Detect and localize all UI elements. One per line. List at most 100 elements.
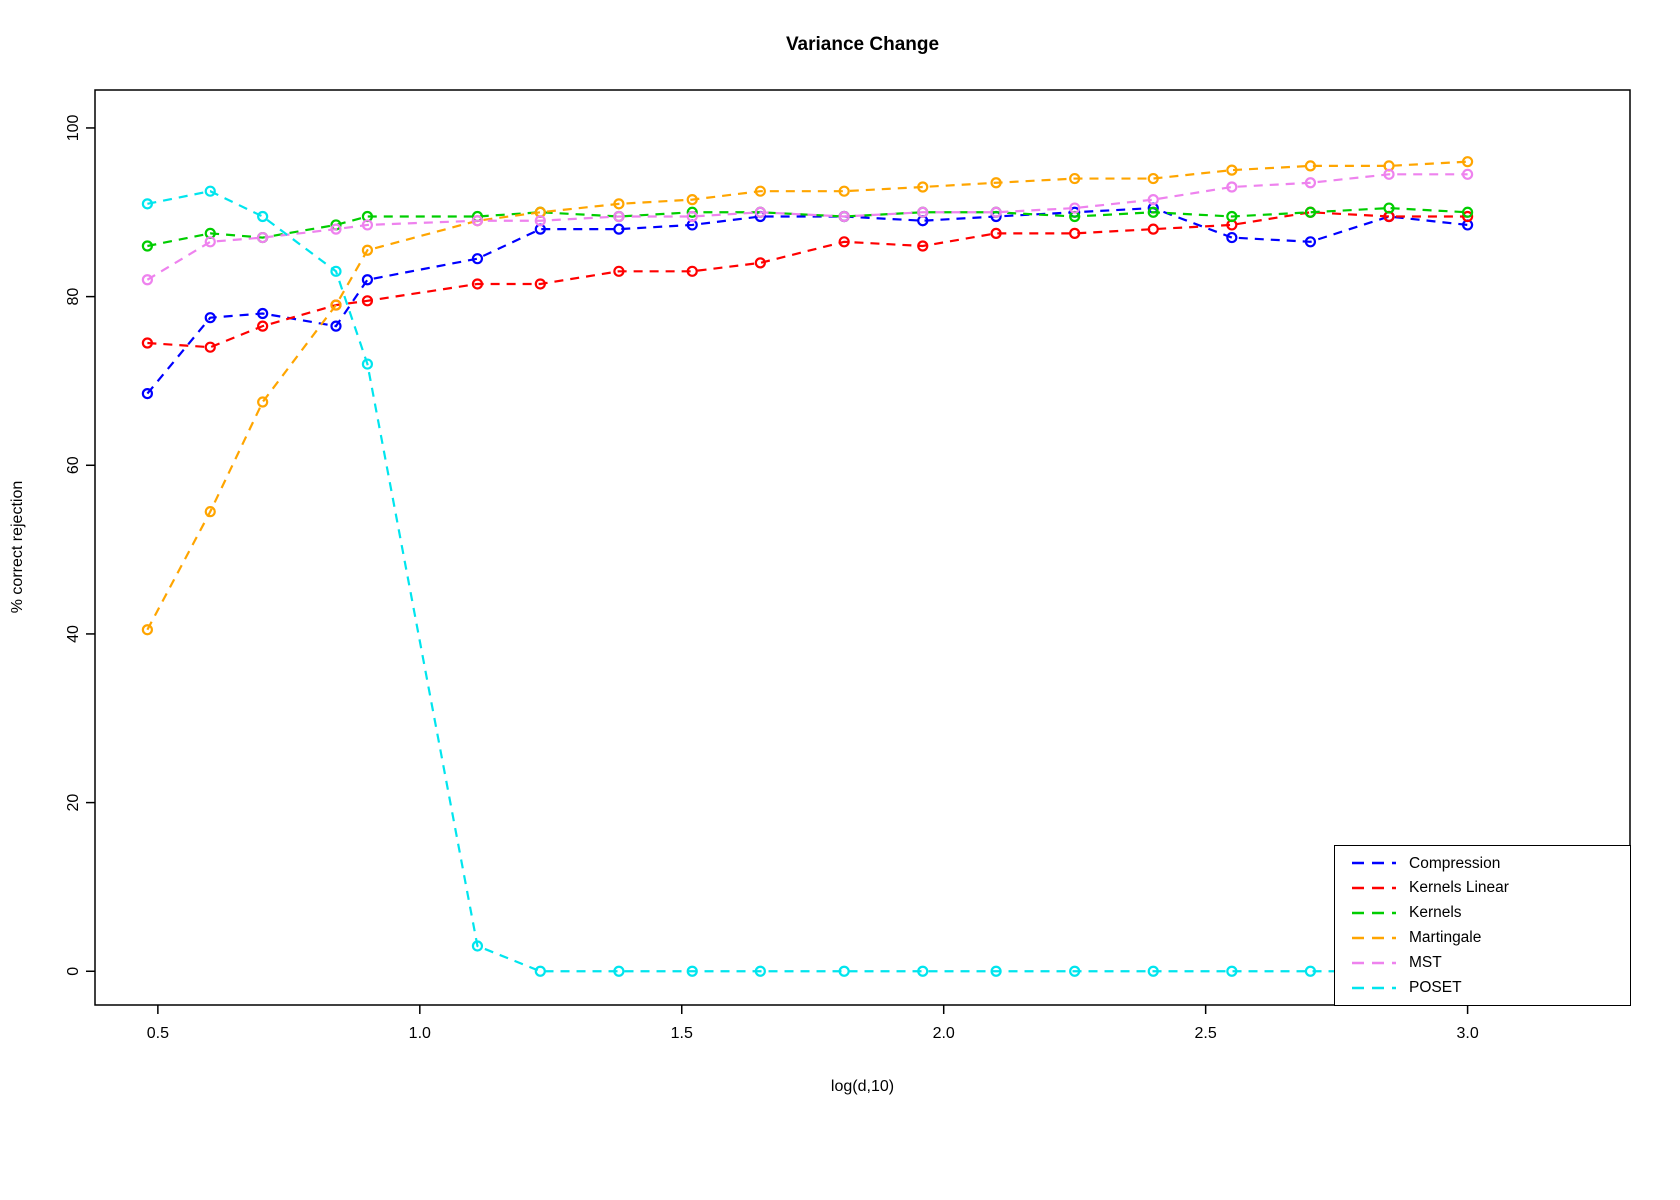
series-point-compression [330, 320, 342, 332]
series-point-mst [838, 210, 850, 223]
series-point-kernels [1147, 206, 1159, 218]
series-point-mst [257, 231, 269, 244]
series-point-kernels-linear [471, 278, 484, 290]
series-point-kernels [686, 206, 698, 218]
series-point-compression [1226, 231, 1238, 244]
series-point-mst [330, 223, 342, 235]
series-point-kernels-linear [917, 240, 929, 252]
x-tick-label: 2.0 [933, 1025, 955, 1042]
series-point-kernels [141, 240, 153, 252]
series-point-martingale [1461, 156, 1474, 168]
series-point-mst [534, 215, 546, 227]
series-point-martingale [1147, 172, 1159, 185]
series-point-poset [686, 965, 698, 977]
series-point-kernels-linear [1069, 227, 1081, 239]
series-point-mst [471, 215, 484, 227]
legend-item-mst: MST [1351, 955, 1622, 971]
series-point-poset [204, 185, 216, 197]
series-point-kernels-linear [838, 236, 850, 248]
series-point-mst [1069, 202, 1081, 214]
legend-swatch-mst [1352, 961, 1396, 964]
series-point-kernels-linear [204, 341, 216, 353]
plot-border [94, 89, 1631, 1006]
series-point-mst [1147, 194, 1159, 206]
legend-label-kernels-linear: Kernels Linear [1409, 879, 1509, 897]
series-point-mst [1304, 177, 1317, 189]
y-tick-label: 20 [65, 794, 82, 812]
series-point-mst [204, 236, 216, 248]
legend-label-poset: POSET [1409, 978, 1462, 996]
x-tick-label: 3.0 [1456, 1025, 1478, 1042]
series-point-kernels-linear [613, 265, 625, 277]
series-point-poset [330, 265, 342, 277]
series-point-compression [613, 223, 625, 235]
series-point-martingale [361, 244, 374, 256]
legend-label-kernels: Kernels [1409, 904, 1462, 922]
legend-label-martingale: Martingale [1409, 929, 1482, 947]
series-point-poset [917, 965, 929, 977]
series-point-poset [838, 965, 850, 977]
series-point-martingale [613, 198, 625, 210]
y-tick-label: 0 [65, 967, 82, 976]
series-point-martingale [257, 396, 269, 408]
x-tick-label: 1.5 [671, 1025, 693, 1042]
series-point-martingale [917, 181, 929, 193]
series-point-kernels-linear [1147, 223, 1159, 235]
legend-item-compression: Compression [1351, 856, 1622, 872]
series-point-kernels-linear [686, 265, 698, 277]
series-point-poset [534, 965, 546, 977]
series-point-compression [1304, 236, 1317, 248]
legend-item-kernels-linear: Kernels Linear [1351, 880, 1622, 896]
series-point-mst [990, 206, 1002, 218]
series-point-compression [471, 253, 484, 265]
series-point-kernels-linear [990, 227, 1002, 239]
series-point-mst [1226, 181, 1238, 193]
series-point-mst [1383, 168, 1395, 180]
series-point-poset [754, 965, 766, 977]
series-point-poset [990, 965, 1002, 977]
x-tick-label: 2.5 [1195, 1025, 1217, 1042]
series-point-poset [471, 940, 484, 952]
series-point-martingale [1069, 172, 1081, 185]
series-point-martingale [990, 177, 1002, 189]
legend-item-martingale: Martingale [1351, 930, 1622, 946]
legend-item-kernels: Kernels [1351, 905, 1622, 921]
series-point-mst [613, 210, 625, 223]
series-point-kernels [1461, 206, 1474, 218]
series-point-poset [257, 210, 269, 223]
series-point-mst [686, 210, 698, 223]
series-point-mst [754, 206, 766, 218]
series-point-compression [204, 312, 216, 324]
series-point-martingale [204, 506, 216, 518]
series-line-martingale [146, 160, 1468, 631]
y-tick-label: 60 [65, 456, 82, 474]
series-point-poset [361, 358, 374, 370]
series-point-martingale [1226, 164, 1238, 176]
series-point-mst [141, 274, 153, 286]
series-point-martingale [330, 299, 342, 311]
series-point-kernels [1226, 210, 1238, 223]
series-point-poset [1069, 965, 1081, 977]
legend-item-poset: POSET [1351, 980, 1622, 996]
legend-swatch-poset [1352, 986, 1396, 989]
series-point-poset [1304, 965, 1317, 977]
series-line-poset [147, 190, 1468, 973]
x-tick-label: 0.5 [147, 1025, 169, 1042]
series-line-kernels-linear [147, 211, 1468, 349]
chart-title: Variance Change [785, 34, 940, 55]
series-point-kernels-linear [141, 337, 153, 349]
series-point-mst [917, 206, 929, 218]
series-point-kernels-linear [534, 278, 546, 290]
series-point-mst [361, 219, 374, 231]
series-line-compression [146, 206, 1468, 395]
series-point-kernels-linear [754, 257, 766, 269]
y-axis-label: % correct rejection [9, 480, 26, 614]
series-line-mst [146, 173, 1468, 281]
series-point-kernels-linear [361, 295, 374, 307]
y-tick-label: 80 [65, 288, 82, 306]
x-tick-label: 1.0 [409, 1025, 431, 1042]
series-point-poset [613, 965, 625, 977]
y-tick-label: 40 [65, 625, 82, 643]
